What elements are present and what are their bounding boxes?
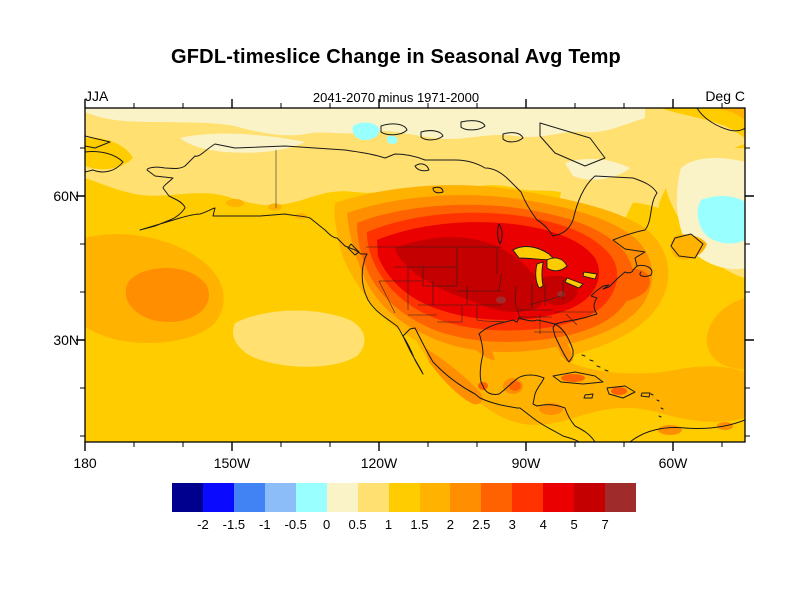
lake-ontario (582, 271, 598, 280)
contour-region (561, 374, 585, 382)
period-label: 2041-2070 minus 1971-2000 (312, 90, 480, 105)
coastline-pacific-centralamerica (361, 253, 580, 442)
island-hispaniola (606, 385, 636, 399)
colorbar-cell (574, 483, 606, 512)
lake-great-bear (414, 163, 430, 172)
colorbar-tick-label: 7 (601, 517, 609, 532)
contour-region (386, 135, 398, 145)
chart-title: GFDL-timeslice Change in Seasonal Avg Te… (171, 46, 621, 68)
season-label: JJA (85, 88, 109, 104)
contour-region (268, 203, 282, 211)
colorbar-cell (326, 483, 358, 512)
island-baffin (539, 122, 606, 167)
contour-region (552, 330, 573, 363)
colorbar-tick-label: -1 (259, 517, 271, 532)
contour-region (658, 425, 682, 435)
colorbar-cell (543, 483, 575, 512)
island-jamaica (583, 393, 594, 399)
colorbar-cell (512, 483, 544, 512)
island-cuba (552, 371, 604, 385)
xaxis-tick-label-150w: 150W (213, 455, 251, 471)
state-lines-east (476, 280, 595, 334)
colorbar-cell (419, 483, 451, 512)
colorbar-cell (295, 483, 327, 512)
xaxis-tick-label-180: 180 (73, 455, 97, 471)
colorbar-tick-label: -0.5 (284, 517, 307, 532)
colorbar-labels: -2 -1.5 -1 -0.5 0 0.5 1 1.5 2 2.5 3 4 5 7 (172, 517, 636, 533)
colorbar-cell (202, 483, 234, 512)
contour-region (660, 108, 745, 138)
map-plot (76, 99, 754, 451)
major-ticks (76, 99, 754, 451)
colorbar-tick-label: 3 (508, 517, 516, 532)
island-puertorico (640, 392, 651, 398)
contour-region (697, 195, 745, 244)
island-banks (420, 130, 444, 141)
colorbar-cell (357, 483, 389, 512)
contour-region (611, 387, 627, 395)
coastlines (85, 108, 745, 442)
contour-region (715, 108, 745, 120)
island-newfoundland (670, 233, 704, 259)
island-arctic-2 (502, 132, 524, 143)
colorbar-tick-label: 5 (570, 517, 578, 532)
colorbar-cell (264, 483, 296, 512)
colorbar-tick-label: 4 (539, 517, 547, 532)
map-frame (84, 107, 746, 443)
colorbar-cell (450, 483, 482, 512)
lake-great-slave (432, 186, 444, 194)
yaxis-tick-label-60n: 60N (53, 188, 79, 204)
lake-erie (564, 277, 584, 289)
contour-field (85, 108, 745, 442)
contour-region (395, 237, 544, 312)
coastline-atlantic-arctic-alaska (139, 143, 658, 442)
colorbar (172, 483, 637, 512)
xaxis-tick-label-120w: 120W (360, 455, 398, 471)
colorbar-cell (605, 483, 637, 512)
state-borders (275, 150, 595, 334)
coastline-greenland (696, 108, 745, 132)
xaxis-tick-label-90w: 90W (511, 455, 541, 471)
colorbar-tick-label: 0.5 (348, 517, 367, 532)
colorbar-tick-label: -1.5 (222, 517, 246, 532)
coastline-siberia-north (85, 135, 111, 149)
xaxis-tick-label-60w: 60W (658, 455, 688, 471)
minor-ticks (80, 103, 750, 447)
great-lakes (512, 246, 598, 289)
colorbar-cell (233, 483, 265, 512)
island-lesser-antilles (650, 393, 664, 418)
axis-ticks (76, 99, 754, 451)
island-bahamas (581, 354, 609, 372)
island-vancouver (347, 243, 360, 256)
contour-region (226, 199, 244, 207)
contour-region (180, 133, 305, 153)
colorbar-cell (481, 483, 513, 512)
colorbar-tick-label: 1.5 (410, 517, 429, 532)
coastline-siberia (85, 151, 124, 173)
contour-region (233, 310, 365, 367)
lake-winnipeg (497, 223, 503, 245)
coastline-south-america (629, 419, 745, 442)
contour-region (352, 122, 380, 140)
island-arctic (460, 120, 486, 131)
colorbar-tick-label: -2 (197, 517, 209, 532)
contour-region (125, 267, 209, 322)
colorbar-cell (172, 483, 203, 512)
contour-region (706, 298, 745, 370)
colorbar-cell (388, 483, 420, 512)
colorbar-tick-label: 2.5 (472, 517, 491, 532)
contour-region (509, 381, 521, 391)
colorbar-tick-label: 0 (323, 517, 331, 532)
contour-region (496, 296, 506, 304)
colorbar-tick-label: 1 (384, 517, 393, 532)
island-victoria (380, 123, 408, 136)
lake-huron (546, 257, 568, 272)
units-label: Deg C (705, 88, 745, 104)
lake-michigan (535, 261, 544, 289)
colorbar-tick-label: 2 (446, 517, 454, 532)
yaxis-tick-label-30n: 30N (53, 332, 79, 348)
state-lines-west (378, 247, 503, 323)
